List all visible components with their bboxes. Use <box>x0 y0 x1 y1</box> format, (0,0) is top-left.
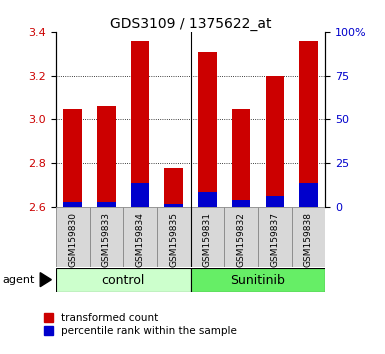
Bar <box>258 207 292 267</box>
Bar <box>64 202 82 207</box>
Bar <box>97 106 115 207</box>
Text: GSM159837: GSM159837 <box>270 212 279 267</box>
Text: GSM159833: GSM159833 <box>102 212 111 267</box>
Bar <box>131 41 149 207</box>
Bar <box>232 109 250 207</box>
Bar <box>266 76 284 207</box>
Bar <box>164 168 183 207</box>
Bar <box>191 207 224 267</box>
Bar <box>56 207 89 267</box>
Bar <box>232 200 250 207</box>
Text: control: control <box>102 274 145 286</box>
Text: GSM159834: GSM159834 <box>136 212 144 267</box>
Bar <box>97 202 115 207</box>
Text: GSM159832: GSM159832 <box>237 212 246 267</box>
Bar <box>292 207 325 267</box>
Bar <box>123 207 157 267</box>
Bar <box>191 268 325 292</box>
Bar <box>131 183 149 207</box>
Bar <box>164 205 183 207</box>
Bar <box>299 183 318 207</box>
Bar <box>157 207 191 267</box>
Bar <box>198 52 217 207</box>
Bar <box>299 41 318 207</box>
Text: GSM159838: GSM159838 <box>304 212 313 267</box>
Text: GSM159835: GSM159835 <box>169 212 178 267</box>
Text: GSM159830: GSM159830 <box>68 212 77 267</box>
Title: GDS3109 / 1375622_at: GDS3109 / 1375622_at <box>110 17 271 31</box>
Bar <box>64 109 82 207</box>
Text: agent: agent <box>3 275 35 285</box>
Text: GSM159831: GSM159831 <box>203 212 212 267</box>
Bar <box>198 192 217 207</box>
Text: Sunitinib: Sunitinib <box>231 274 285 286</box>
Bar <box>266 196 284 207</box>
Polygon shape <box>40 273 51 287</box>
Bar <box>89 207 123 267</box>
Bar <box>224 207 258 267</box>
Legend: transformed count, percentile rank within the sample: transformed count, percentile rank withi… <box>44 313 237 336</box>
Bar <box>56 268 191 292</box>
